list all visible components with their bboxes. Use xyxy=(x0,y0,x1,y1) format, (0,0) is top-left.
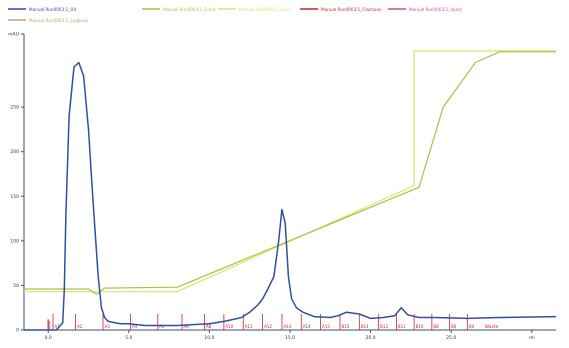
fraction-label: B12 xyxy=(380,324,388,329)
series-lines xyxy=(24,50,557,331)
x-tick-label: 20.0 xyxy=(366,335,376,341)
x-tick-label: ml xyxy=(529,335,535,341)
fraction-label: B8 xyxy=(433,324,439,329)
legend-label: Manual Run0003:1_Conc xyxy=(239,7,292,12)
series-line-1 xyxy=(24,51,556,295)
y-tick-label: mAU xyxy=(8,32,19,38)
fraction-label: A8 xyxy=(206,324,212,329)
fraction-label: A12 xyxy=(264,324,272,329)
fraction-label: B15 xyxy=(341,324,349,329)
x-tick-label: 10.0 xyxy=(204,335,214,341)
y-tick-label: 200 xyxy=(10,149,19,155)
fraction-label: B6 xyxy=(451,324,457,329)
fraction-label: A6 xyxy=(183,324,189,329)
axes: 0 50 100 150 200 250 mAU 0.0 5.0 10.0 15.0 20.0 25.0… xyxy=(8,32,556,341)
y-tick-label: 50 xyxy=(13,283,19,289)
fraction-label: B4 xyxy=(469,324,475,329)
legend-label: Manual Run0003:1_Logbook xyxy=(29,18,89,23)
fraction-label: A10 xyxy=(225,324,233,329)
fraction-label: A14 xyxy=(303,324,311,329)
series-line-0 xyxy=(24,61,557,331)
legend: Manual Run0003:1_UV Manual Run0003:1_Cond… xyxy=(8,7,462,23)
y-tick-label: 150 xyxy=(10,194,19,200)
fraction-markers: A1 A2 A3 A4 A5 A6 A8 A10 A11 A12 A13 A14 A15 B15 B14 B1… xyxy=(47,313,475,330)
y-tick-label: 0 xyxy=(16,328,19,334)
fraction-label: A11 xyxy=(245,324,253,329)
fraction-label: A2 xyxy=(77,324,83,329)
y-tick-label: 100 xyxy=(10,238,19,244)
legend-label: Manual Run0003:1_Cond xyxy=(163,7,216,12)
fraction-label: A3 xyxy=(104,324,110,329)
y-tick-label: 250 xyxy=(10,105,19,111)
x-unit-label: Waste xyxy=(485,324,499,330)
fraction-label: B10 xyxy=(416,324,424,329)
x-tick-label: 5.0 xyxy=(125,335,132,341)
legend-label: Manual Run0003:1_UV xyxy=(29,7,76,12)
fraction-label: A1 xyxy=(55,324,61,329)
fraction-label: A4 xyxy=(132,324,138,329)
legend-label: Manual Run0003:1_Inject xyxy=(409,7,462,12)
series-line-2 xyxy=(24,50,556,293)
fraction-label: A5 xyxy=(159,324,165,329)
fraction-label: A13 xyxy=(283,324,291,329)
x-tick-label: 0.0 xyxy=(45,335,52,341)
x-tick-label: 15.0 xyxy=(285,335,295,341)
legend-label: Manual Run0003:1_Fractions xyxy=(321,7,381,12)
fraction-label: B14 xyxy=(361,324,369,329)
fraction-label: A15 xyxy=(322,324,330,329)
fraction-label: B11 xyxy=(398,324,406,329)
x-tick-label: 25.0 xyxy=(446,335,456,341)
